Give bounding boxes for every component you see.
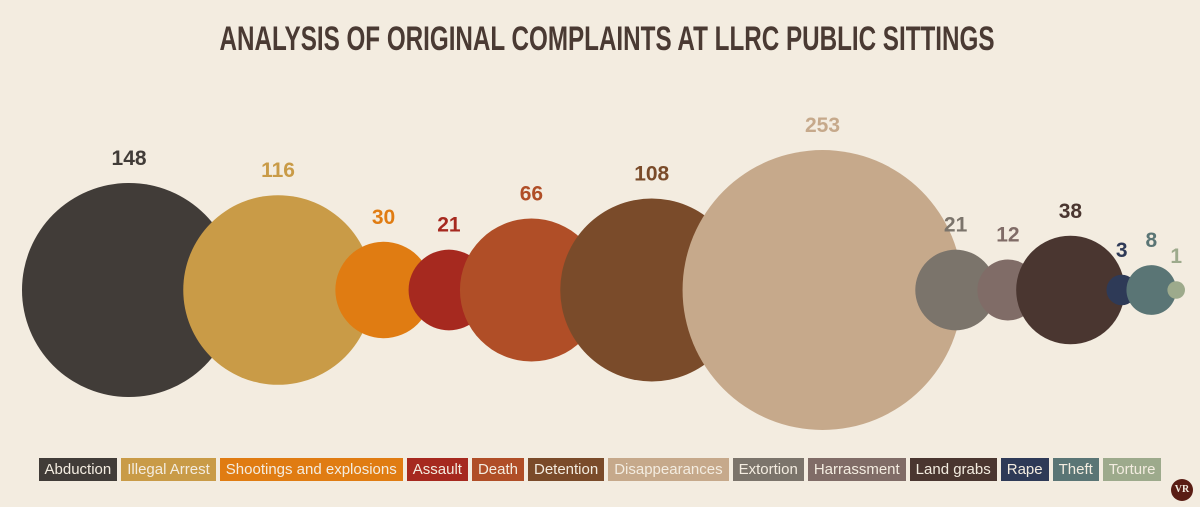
bubble [682,150,963,430]
legend-entry: Shootings and explosions [219,458,403,481]
bubble [1016,235,1125,345]
value-label: 148 [112,147,147,170]
value-label: 30 [372,206,395,229]
legend-entry: Theft [1052,458,1099,481]
legend-entry: Detention [527,458,605,481]
legend: Abduction Illegal Arrest Shootings and exp… [0,458,1200,481]
legend-entry: Assault [406,458,468,481]
legend-entry: Abduction [38,458,118,481]
legend-entry: Rape [1000,458,1049,481]
value-label: 66 [520,183,543,206]
legend-entry: Death [471,458,524,481]
bubble [915,249,996,331]
value-label: 38 [1059,200,1083,223]
legend-entry: Torture [1102,458,1162,481]
bubble [1126,265,1177,315]
legend-entry: Disappearances [608,458,729,481]
bubble [22,182,237,398]
bubble [459,218,603,362]
value-label: 3 [1116,239,1128,262]
bubble [183,195,373,385]
value-label: 21 [944,214,968,237]
value-label: 8 [1145,229,1157,252]
legend-entry: Land grabs [909,458,997,481]
value-label: 21 [437,214,461,237]
value-label: 108 [634,163,669,186]
value-label: 12 [996,224,1019,247]
bubble [335,241,432,339]
bubble [1167,281,1185,299]
value-label: 116 [261,159,295,182]
watermark: VR [1171,479,1193,501]
legend-entry: Harrassment [807,458,906,481]
legend-entry: Illegal Arrest [121,458,216,481]
legend-entry: Extortion [732,458,804,481]
value-label: 1 [1170,245,1182,268]
chart-title: ANALYSIS OF ORIGINAL COMPLAINTS AT LLRC … [220,20,995,58]
value-label: 253 [805,114,840,137]
